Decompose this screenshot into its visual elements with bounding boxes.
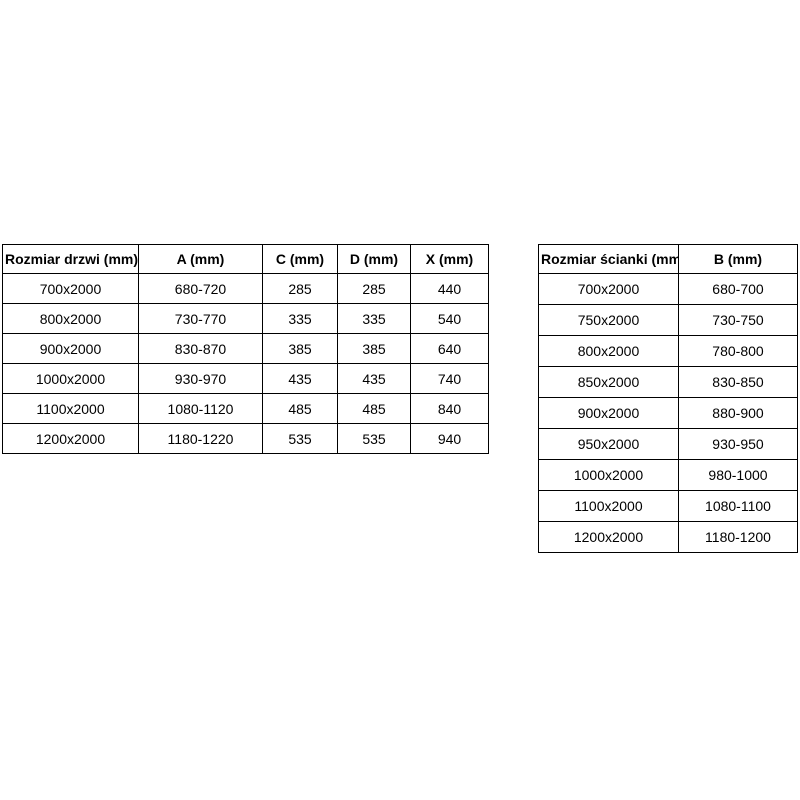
table-row: 900x2000 830-870 385 385 640 (2, 333, 489, 364)
table-cell: 640 (410, 333, 489, 364)
table-row: 1000x2000 980-1000 (538, 459, 798, 491)
table-cell: 930-970 (138, 363, 263, 394)
table-cell: 1000x2000 (2, 363, 139, 394)
table-cell: 730-770 (138, 303, 263, 334)
column-header: A (mm) (138, 244, 263, 274)
table-cell: 730-750 (678, 304, 798, 336)
table-cell: 700x2000 (2, 273, 139, 304)
table-cell: 680-720 (138, 273, 263, 304)
table-row: 900x2000 880-900 (538, 397, 798, 429)
table-cell: 800x2000 (2, 303, 139, 334)
table-row: 750x2000 730-750 (538, 304, 798, 336)
table-cell: 900x2000 (2, 333, 139, 364)
column-header: Rozmiar ścianki (mm) (538, 244, 679, 274)
table-cell: 440 (410, 273, 489, 304)
column-header: Rozmiar drzwi (mm) (2, 244, 139, 274)
table-cell: 285 (262, 273, 338, 304)
table-cell: 830-850 (678, 366, 798, 398)
table-cell: 980-1000 (678, 459, 798, 491)
table-row: 700x2000 680-720 285 285 440 (2, 273, 489, 304)
table-row: 1200x2000 1180-1220 535 535 940 (2, 423, 489, 454)
table-cell: 700x2000 (538, 273, 679, 305)
table-row: 700x2000 680-700 (538, 273, 798, 305)
column-header: D (mm) (337, 244, 411, 274)
table-cell: 335 (337, 303, 411, 334)
table-row: 1200x2000 1180-1200 (538, 521, 798, 553)
door-sizes-table: Rozmiar drzwi (mm) A (mm) C (mm) D (mm) X (m… (2, 244, 489, 454)
table-cell: 780-800 (678, 335, 798, 367)
table-row: 850x2000 830-850 (538, 366, 798, 398)
table-cell: 830-870 (138, 333, 263, 364)
table-cell: 740 (410, 363, 489, 394)
column-header: X (mm) (410, 244, 489, 274)
column-header: C (mm) (262, 244, 338, 274)
table-cell: 535 (262, 423, 338, 454)
table-cell: 1100x2000 (538, 490, 679, 522)
table-row: 800x2000 730-770 335 335 540 (2, 303, 489, 334)
table-cell: 435 (337, 363, 411, 394)
table-cell: 1180-1200 (678, 521, 798, 553)
table-row: 1100x2000 1080-1120 485 485 840 (2, 393, 489, 424)
table-cell: 900x2000 (538, 397, 679, 429)
table-row: 950x2000 930-950 (538, 428, 798, 460)
header-row: Rozmiar ścianki (mm) B (mm) (538, 244, 798, 274)
table-cell: 800x2000 (538, 335, 679, 367)
table-cell: 535 (337, 423, 411, 454)
table-cell: 1100x2000 (2, 393, 139, 424)
table-cell: 850x2000 (538, 366, 679, 398)
table-cell: 940 (410, 423, 489, 454)
table-cell: 880-900 (678, 397, 798, 429)
table-cell: 750x2000 (538, 304, 679, 336)
table-cell: 1080-1100 (678, 490, 798, 522)
table-row: 1000x2000 930-970 435 435 740 (2, 363, 489, 394)
table-cell: 1080-1120 (138, 393, 263, 424)
table-cell: 285 (337, 273, 411, 304)
table-cell: 485 (262, 393, 338, 424)
table-cell: 950x2000 (538, 428, 679, 460)
table-row: 1100x2000 1080-1100 (538, 490, 798, 522)
table-cell: 435 (262, 363, 338, 394)
table-cell: 485 (337, 393, 411, 424)
header-row: Rozmiar drzwi (mm) A (mm) C (mm) D (mm) X (m… (2, 244, 489, 274)
table-row: 800x2000 780-800 (538, 335, 798, 367)
table-cell: 1180-1220 (138, 423, 263, 454)
table-cell: 1200x2000 (538, 521, 679, 553)
table-cell: 385 (337, 333, 411, 364)
column-header: B (mm) (678, 244, 798, 274)
table-cell: 335 (262, 303, 338, 334)
table-cell: 540 (410, 303, 489, 334)
table-cell: 840 (410, 393, 489, 424)
table-cell: 680-700 (678, 273, 798, 305)
table-cell: 930-950 (678, 428, 798, 460)
table-cell: 1200x2000 (2, 423, 139, 454)
wall-sizes-table: Rozmiar ścianki (mm) B (mm) 700x2000 680-70… (538, 244, 798, 553)
table-cell: 1000x2000 (538, 459, 679, 491)
table-cell: 385 (262, 333, 338, 364)
